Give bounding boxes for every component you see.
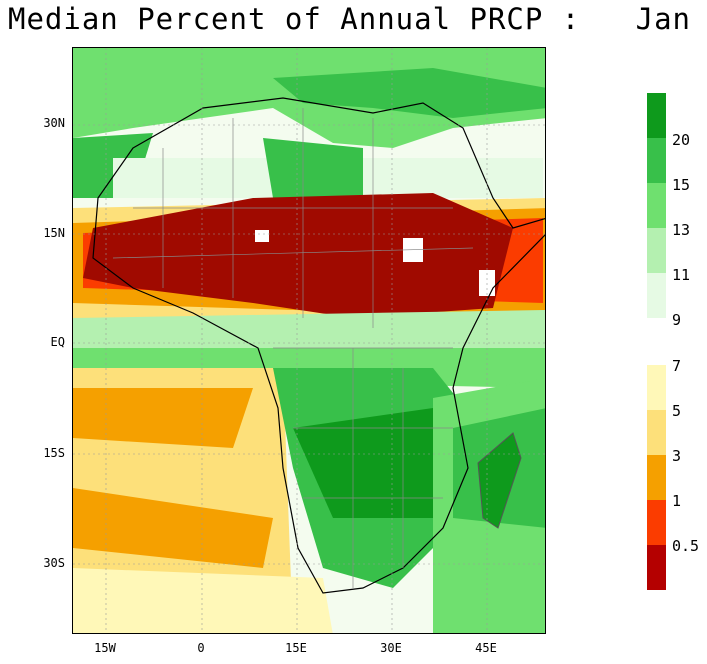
- colorbar-swatch-1: [647, 500, 666, 545]
- colorbar-swatch-9: [647, 273, 666, 318]
- colorbar-label-1: 1: [672, 492, 682, 510]
- colorbar-swatch-20: [647, 93, 666, 138]
- colorbar-label-5: 5: [672, 402, 682, 420]
- map-title: Median Percent of Annual PRCP : Jan: [8, 2, 692, 36]
- lon-label-45e: 45E: [475, 641, 497, 655]
- colorbar-label-3: 3: [672, 447, 682, 465]
- colorbar-swatch-5: [647, 410, 666, 455]
- colorbar-swatch-13: [647, 183, 666, 228]
- colorbar-label-15: 15: [672, 176, 691, 194]
- precipitation-map: [72, 47, 546, 634]
- lat-label-30n: 30N: [43, 116, 65, 130]
- colorbar-label-7: 7: [672, 357, 682, 375]
- lon-label-0: 0: [197, 641, 205, 655]
- colorbar-swatch-15: [647, 138, 666, 183]
- lat-label-30s: 30S: [43, 556, 65, 570]
- lon-label-15e: 15E: [285, 641, 307, 655]
- lon-label-15w: 15W: [94, 641, 116, 655]
- lat-label-15n: 15N: [43, 226, 65, 240]
- colorbar-swatch-3: [647, 455, 666, 500]
- colorbar-label-11: 11: [672, 266, 691, 284]
- colorbar-label-13: 13: [672, 221, 691, 239]
- colorbar-label-0-5: 0.5: [672, 537, 700, 555]
- colorbar-swatch-0-5: [647, 545, 666, 590]
- lon-label-30e: 30E: [380, 641, 402, 655]
- colorbar-label-20: 20: [672, 131, 691, 149]
- colorbar-swatch-7: [647, 365, 666, 410]
- lat-label-15s: 15S: [43, 446, 65, 460]
- lat-label-eq: EQ: [50, 335, 65, 349]
- colorbar-label-9: 9: [672, 311, 682, 329]
- colorbar-swatch-11: [647, 228, 666, 273]
- map-canvas: [73, 48, 545, 633]
